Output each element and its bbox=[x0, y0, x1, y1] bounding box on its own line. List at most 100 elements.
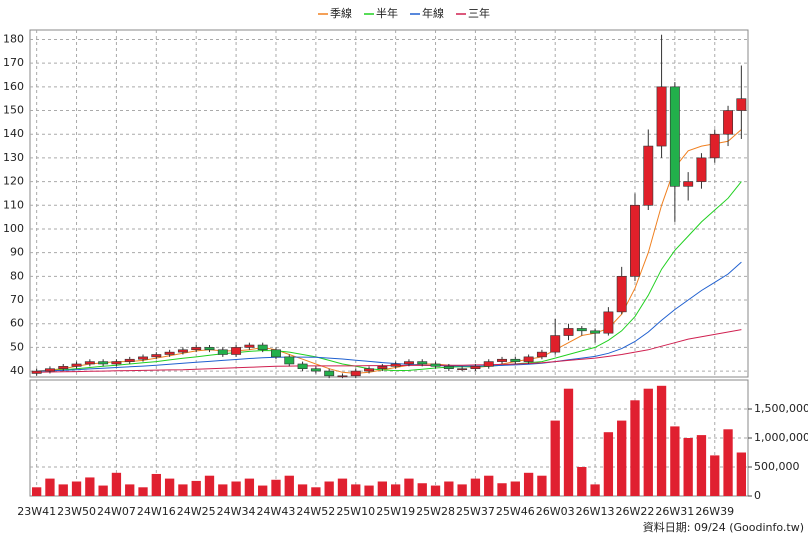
legend-label: 三年 bbox=[468, 6, 490, 20]
candle-body bbox=[151, 354, 162, 358]
volume-bar bbox=[417, 483, 427, 496]
volume-bar bbox=[537, 475, 547, 496]
candle-body bbox=[31, 370, 42, 374]
x-tick-label: 26W22 bbox=[616, 505, 655, 518]
candle-body bbox=[71, 363, 82, 367]
volume-bar bbox=[484, 475, 494, 496]
x-tick-label: 24W34 bbox=[217, 505, 256, 518]
y-tick-label: 140 bbox=[3, 127, 24, 140]
candle-body bbox=[643, 145, 654, 206]
x-tick-label: 25W46 bbox=[496, 505, 535, 518]
candle-body bbox=[124, 358, 135, 362]
candle-body bbox=[324, 370, 335, 377]
y2-tick-label: 1,500,000 bbox=[754, 402, 808, 415]
y-tick-label: 40 bbox=[10, 364, 24, 377]
x-tick-label: 24W07 bbox=[97, 505, 136, 518]
y-tick-label: 130 bbox=[3, 151, 24, 164]
price-panel bbox=[29, 29, 749, 378]
volume-bar bbox=[138, 487, 148, 496]
volume-bar bbox=[231, 481, 241, 496]
volume-bar bbox=[603, 432, 614, 496]
source: 資料日期: 09/24 (Goodinfo.tw) bbox=[643, 520, 804, 534]
ma-line bbox=[36, 181, 742, 372]
volume-bar bbox=[377, 481, 388, 496]
candle-body bbox=[310, 368, 321, 372]
candle-body bbox=[630, 204, 640, 277]
candle-body bbox=[669, 86, 680, 187]
candle-body bbox=[271, 349, 281, 358]
x-tick-label: 24W52 bbox=[296, 505, 335, 518]
volume-bar bbox=[191, 480, 201, 496]
volume-bar bbox=[204, 475, 215, 496]
candle-body bbox=[576, 328, 587, 332]
x-tick-label: 25W10 bbox=[336, 505, 375, 518]
candle-body bbox=[550, 335, 561, 353]
candle-body bbox=[337, 375, 348, 378]
candle-body bbox=[58, 366, 69, 370]
x-tick-label: 24W25 bbox=[177, 505, 216, 518]
volume-bar bbox=[470, 478, 481, 496]
volume-bar bbox=[85, 477, 95, 496]
candle-body bbox=[257, 344, 268, 351]
volume-bar bbox=[258, 485, 268, 496]
candle-body bbox=[616, 276, 627, 313]
y-tick-label: 80 bbox=[10, 269, 24, 282]
candle-body bbox=[709, 133, 720, 159]
volume-bar bbox=[723, 429, 733, 496]
volume-bar bbox=[630, 400, 640, 496]
volume-bar bbox=[45, 478, 55, 496]
volume-bar bbox=[404, 478, 414, 496]
y-tick-label: 170 bbox=[3, 56, 24, 69]
y-tick-label: 110 bbox=[3, 198, 24, 211]
candle-body bbox=[457, 368, 468, 371]
y-tick-label: 180 bbox=[3, 32, 24, 45]
legend-label: 季線 bbox=[330, 6, 352, 20]
x-tick-label: 26W39 bbox=[695, 505, 734, 518]
volume-bar bbox=[523, 472, 534, 496]
candle-body bbox=[603, 311, 614, 334]
y2-tick-label: 0 bbox=[754, 489, 761, 502]
x-tick-label: 23W50 bbox=[57, 505, 96, 518]
x-tick-label: 26W03 bbox=[536, 505, 575, 518]
volume-bar bbox=[590, 484, 600, 496]
volume-bar bbox=[337, 478, 348, 496]
x-tick-label: 25W37 bbox=[456, 505, 495, 518]
volume-bar bbox=[444, 481, 454, 496]
volume-bar bbox=[670, 426, 680, 496]
volume-bar bbox=[98, 485, 108, 496]
ma-line bbox=[36, 261, 742, 372]
volume-bar bbox=[510, 481, 520, 496]
volume-bar bbox=[284, 475, 294, 496]
candle-body bbox=[231, 347, 242, 355]
candle-body bbox=[696, 157, 707, 182]
volume-panel bbox=[29, 379, 749, 497]
volume-bar bbox=[151, 473, 161, 496]
volume-bar bbox=[364, 485, 374, 496]
volume-bar bbox=[324, 481, 334, 496]
volume-bar bbox=[31, 487, 42, 496]
candle-body bbox=[177, 349, 188, 353]
volume-bar bbox=[563, 388, 574, 496]
volume-bar bbox=[58, 484, 68, 496]
volume-bar bbox=[351, 484, 361, 496]
volume-bar bbox=[696, 435, 707, 496]
candle-body bbox=[204, 347, 215, 351]
candle-body bbox=[417, 361, 428, 365]
y-tick-label: 50 bbox=[10, 340, 24, 353]
legend-label: 半年 bbox=[376, 6, 398, 20]
y-tick-label: 160 bbox=[3, 80, 24, 93]
candle-body bbox=[403, 361, 414, 365]
volume-bar bbox=[497, 483, 507, 496]
volume-bar bbox=[683, 438, 693, 496]
volume-bar bbox=[125, 484, 135, 496]
y-tick-label: 60 bbox=[10, 317, 24, 330]
volume-bar bbox=[577, 467, 587, 496]
candle-body bbox=[443, 366, 454, 370]
volume-bar bbox=[71, 481, 82, 496]
candle-body bbox=[377, 366, 388, 370]
candle-body bbox=[390, 363, 401, 367]
volume-bar bbox=[178, 484, 188, 496]
volume-bar bbox=[656, 385, 667, 496]
candle-body bbox=[536, 351, 547, 358]
